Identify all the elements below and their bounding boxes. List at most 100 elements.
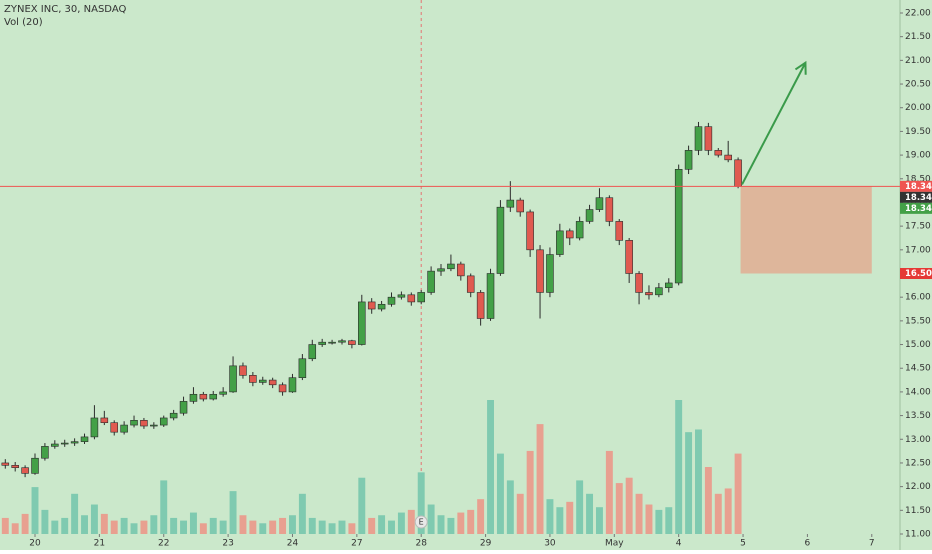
y-tick-label: 11.50 xyxy=(905,506,931,516)
volume-bar xyxy=(41,509,49,534)
x-tick-label: 5 xyxy=(740,539,746,549)
volume-bar xyxy=(180,520,188,534)
y-tick-label: 20.50 xyxy=(905,80,931,90)
y-tick-label: 18.50 xyxy=(905,174,931,184)
candle-body xyxy=(328,341,336,344)
arrow-shaft xyxy=(741,62,807,185)
candle-body xyxy=(239,365,247,376)
volume-bar xyxy=(239,515,247,534)
candle-body xyxy=(11,465,19,468)
volume-bar xyxy=(605,450,613,534)
volume-bar xyxy=(31,487,39,534)
volume-bar xyxy=(160,480,168,534)
candle-body xyxy=(377,303,386,310)
candle-body xyxy=(466,275,475,293)
volume-bar xyxy=(308,517,316,534)
y-tick-label: 11.00 xyxy=(905,530,931,540)
x-tick-label: 21 xyxy=(94,539,105,549)
candle-body xyxy=(1,462,10,466)
arrow-head xyxy=(794,60,807,75)
price-label: 18.34 xyxy=(905,182,932,192)
y-tick-label: 12.00 xyxy=(905,482,931,492)
candle-body xyxy=(110,422,118,433)
candle-body xyxy=(526,211,534,251)
candle-body xyxy=(704,126,713,151)
volume-bar xyxy=(566,501,574,534)
candle-body xyxy=(516,199,525,213)
candle-body xyxy=(140,420,148,427)
candle-body xyxy=(358,301,366,345)
volume-bar xyxy=(635,493,643,534)
volume-bar xyxy=(467,509,475,534)
y-tick-label: 22.00 xyxy=(905,9,931,19)
candle-body xyxy=(684,150,693,170)
candle-body xyxy=(298,358,307,379)
x-tick-label: 27 xyxy=(351,539,362,549)
volume-bar xyxy=(675,400,683,534)
volume-bar xyxy=(704,467,712,534)
x-tick-label: 6 xyxy=(805,539,811,549)
price-label-box xyxy=(900,180,932,192)
candle-body xyxy=(120,424,128,433)
volume-bar xyxy=(90,504,98,534)
volume-bar xyxy=(724,488,732,534)
candle-body xyxy=(625,240,633,274)
volume-bar xyxy=(61,517,69,534)
price-label: 18.34 xyxy=(905,204,932,214)
candle-body xyxy=(21,467,29,474)
volume-bar xyxy=(120,517,128,534)
volume-bar xyxy=(447,517,455,534)
volume-bar xyxy=(397,512,405,534)
volume-bar xyxy=(487,400,494,534)
candle-body xyxy=(407,294,416,303)
candle-body xyxy=(447,263,455,270)
volume-bar xyxy=(298,493,306,534)
x-tick-label: 23 xyxy=(222,539,233,549)
candle-body xyxy=(645,292,653,296)
candle-body xyxy=(556,230,564,255)
volume-bar xyxy=(576,480,584,534)
candle-body xyxy=(506,199,515,208)
candle-body xyxy=(714,150,723,156)
volume-bar xyxy=(318,520,326,534)
candle-body xyxy=(476,292,485,319)
volume-bar xyxy=(348,523,356,534)
y-tick-label: 17.50 xyxy=(905,222,931,232)
volume-bar xyxy=(526,450,534,534)
candle-body xyxy=(278,384,287,393)
volume-bar xyxy=(457,512,465,534)
y-tick-label: 17.00 xyxy=(905,245,931,255)
x-tick-label: 4 xyxy=(676,539,682,549)
volume-bar xyxy=(595,507,603,534)
volume-bar xyxy=(219,520,227,534)
earnings-marker xyxy=(414,515,428,529)
candle-body xyxy=(51,443,59,447)
volume-bar xyxy=(209,517,217,534)
candle-body xyxy=(41,446,49,459)
candle-body xyxy=(665,282,673,289)
x-tick-label: 30 xyxy=(544,539,556,549)
volume-bar xyxy=(685,432,693,534)
volume-bar xyxy=(1,517,9,534)
y-tick-label: 13.50 xyxy=(905,411,931,421)
y-tick-label: 16.00 xyxy=(905,293,931,303)
candle-body xyxy=(80,436,89,442)
volume-bar xyxy=(536,424,544,534)
y-tick-label: 19.00 xyxy=(905,151,931,161)
chart-title: ZYNEX INC, 30, NASDAQ xyxy=(4,4,126,15)
volume-bar xyxy=(170,517,178,534)
candle-body xyxy=(367,301,376,310)
volume-bar xyxy=(546,499,554,534)
candle-body xyxy=(635,273,643,293)
candle-body xyxy=(130,420,138,426)
candle-body xyxy=(348,340,356,345)
volume-bar xyxy=(645,504,653,534)
volume-bar xyxy=(279,517,287,534)
x-tick-label: May xyxy=(605,539,624,549)
volume-bar xyxy=(665,507,673,534)
volume-bar xyxy=(140,520,148,534)
volume-bar xyxy=(417,472,425,534)
candle-body xyxy=(268,379,277,386)
candle-body xyxy=(189,393,198,402)
